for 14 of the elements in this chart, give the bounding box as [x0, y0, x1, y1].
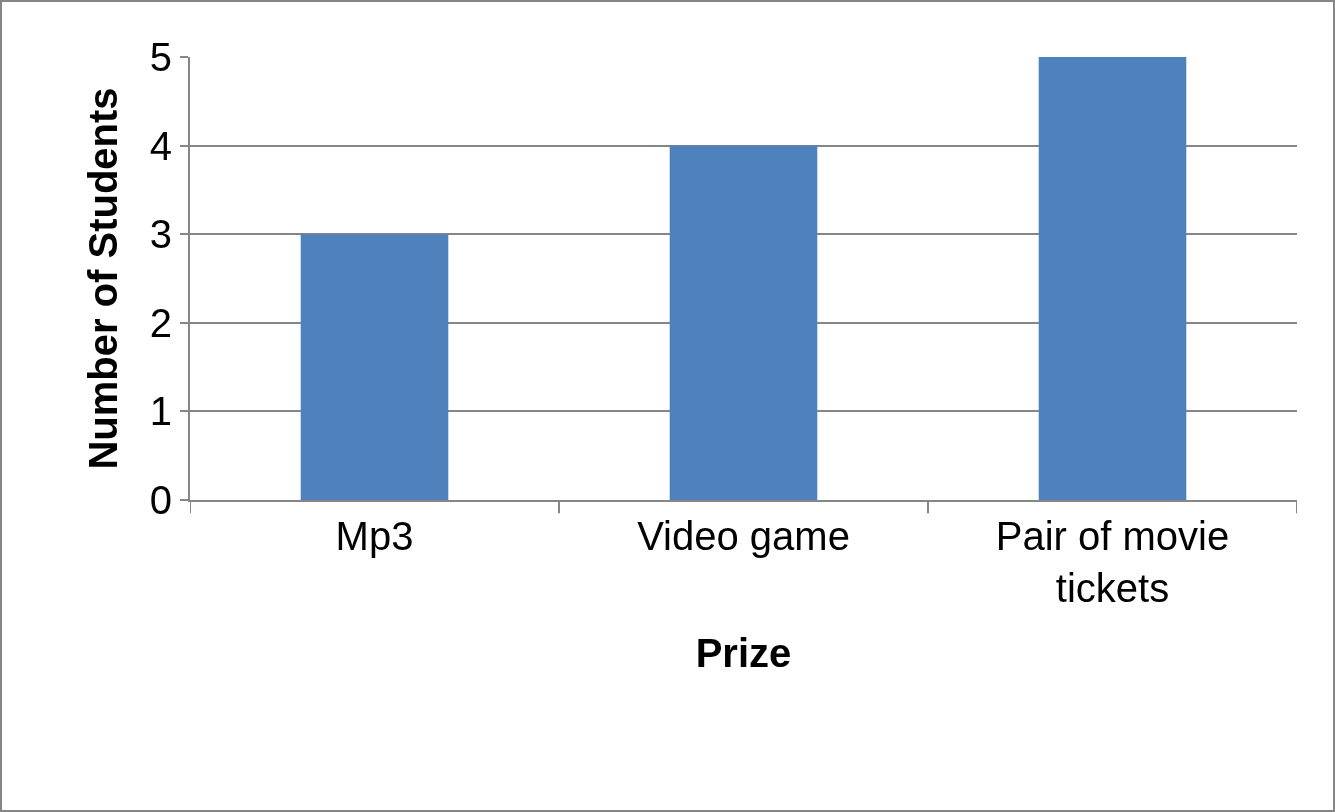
- y-tick-label: 5: [149, 35, 172, 79]
- y-tick-label: 2: [149, 300, 172, 345]
- x-tick-label: Video game: [637, 514, 850, 558]
- x-axis-title: Prize: [695, 631, 792, 675]
- y-tick-label: 4: [149, 123, 172, 168]
- x-tick-label: Pair of movie tickets: [995, 514, 1230, 610]
- x-tick-label: Mp3: [335, 514, 414, 558]
- y-tick-label: 0: [149, 478, 172, 522]
- bar: [1038, 57, 1187, 500]
- y-tick-label: 1: [149, 389, 172, 434]
- y-axis-title: Number of Students: [80, 87, 125, 470]
- bar: [300, 234, 449, 500]
- bar: [669, 145, 818, 500]
- y-tick-label: 3: [149, 212, 172, 257]
